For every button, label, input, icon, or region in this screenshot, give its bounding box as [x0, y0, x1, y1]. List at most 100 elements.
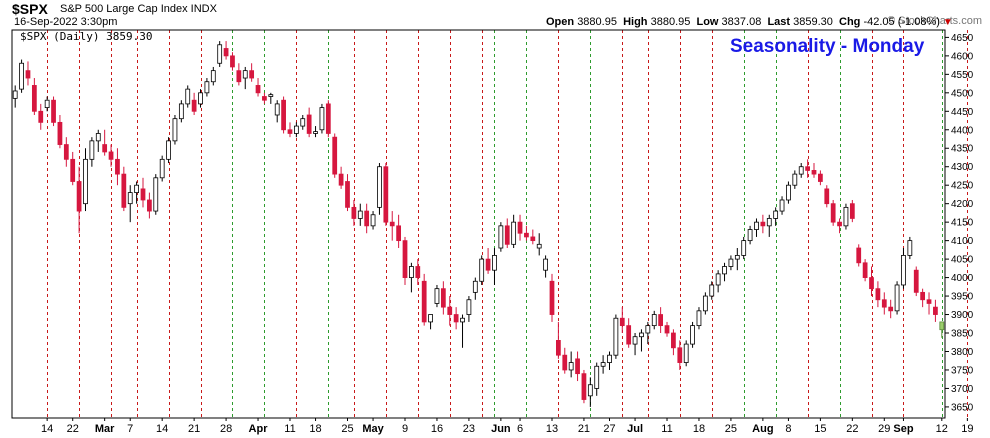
candle-body — [901, 255, 906, 286]
x-day-label: 12 — [936, 423, 948, 435]
x-month-label: Sep — [893, 423, 913, 435]
x-day-label: 21 — [188, 423, 200, 435]
candle-body — [204, 81, 210, 94]
candle-body — [639, 332, 644, 338]
chart-header: $SPX S&P 500 Large Cap Index INDX 16-Sep… — [0, 0, 990, 30]
candle-body — [31, 85, 37, 112]
high-value: 3880.95 — [650, 16, 691, 28]
candle-body — [875, 288, 881, 301]
candle-body — [581, 373, 587, 400]
candle-body — [511, 221, 517, 245]
y-tick-label: 3800 — [951, 347, 974, 358]
candle-body — [677, 347, 683, 363]
candle-body — [849, 203, 855, 219]
series-legend: $SPX (Daily) 3859.30 — [20, 30, 153, 43]
x-day-label: 7 — [127, 423, 133, 435]
candle-body — [869, 277, 874, 290]
candle-body — [651, 314, 657, 327]
candle-body — [249, 70, 255, 79]
candle-body — [926, 299, 932, 304]
candle-body — [389, 221, 395, 227]
x-month-label: Jun — [491, 423, 511, 435]
candle-body — [683, 343, 689, 363]
candle-body — [383, 166, 389, 223]
candle-body — [856, 247, 862, 264]
x-day-label: 19 — [961, 423, 973, 435]
last-value: 3859.30 — [793, 16, 833, 28]
x-day-label: 13 — [546, 423, 558, 435]
x-day-label: 22 — [67, 423, 79, 435]
candle-body — [460, 317, 465, 323]
candle-body — [728, 258, 734, 267]
chg-value: -42.05 (-1.08%) — [863, 16, 940, 28]
x-month-label: Mar — [95, 423, 115, 435]
x-month-label: Apr — [249, 423, 269, 435]
candle-body — [44, 99, 50, 109]
candle-body — [760, 221, 766, 227]
candle-body — [396, 225, 402, 242]
candle-body — [658, 314, 664, 327]
y-tick-label: 4600 — [951, 51, 974, 62]
y-tick-label: 4550 — [951, 70, 974, 81]
candle-body — [453, 314, 459, 323]
candle-body — [102, 144, 108, 153]
candle-body — [779, 199, 785, 212]
x-month-label: Aug — [752, 423, 773, 435]
candle-body — [479, 258, 485, 282]
candle-body — [766, 218, 772, 227]
candle-body — [824, 188, 830, 205]
candle-body — [485, 258, 491, 271]
candle-body — [409, 266, 414, 278]
x-day-label: 14 — [156, 423, 168, 435]
candle-body — [351, 206, 357, 219]
candle-body — [262, 96, 267, 101]
y-tick-label: 4250 — [951, 181, 974, 192]
candle-body — [907, 240, 913, 256]
y-tick-label: 4000 — [951, 273, 974, 284]
y-tick-label: 4650 — [951, 33, 974, 44]
x-day-label: 8 — [785, 423, 791, 435]
candle-body — [568, 362, 574, 371]
candle-body — [472, 280, 478, 293]
candle-body — [715, 273, 721, 286]
candle-body — [562, 354, 568, 371]
open-label: Open — [546, 16, 575, 28]
x-day-label: 25 — [725, 423, 737, 435]
candle-body — [319, 107, 325, 131]
candle-body — [530, 236, 536, 242]
candle-body — [185, 88, 191, 105]
y-tick-label: 4400 — [951, 125, 974, 136]
y-tick-label: 4350 — [951, 144, 974, 155]
y-tick-label: 3700 — [951, 384, 974, 395]
candle-body — [920, 291, 926, 301]
candle-body — [89, 140, 95, 160]
candle-body — [536, 243, 542, 249]
axes-layer: 3650 3700 3750 3800 3850 3900 3950 4000 4050 4100… — [11, 29, 974, 435]
candle-body — [626, 325, 632, 345]
candle-body — [70, 158, 76, 182]
candle-body — [747, 229, 753, 242]
candle-body — [12, 90, 18, 99]
date-label: 16-Sep-2022 3:30pm — [14, 16, 118, 28]
candle-body — [792, 173, 798, 186]
candle-body — [191, 99, 197, 112]
candle-body — [440, 288, 446, 308]
candle-body — [504, 225, 510, 245]
candle-body — [549, 280, 555, 315]
candle-body — [268, 94, 274, 97]
candle-body — [287, 129, 293, 134]
candle-body — [153, 177, 159, 212]
candle-body — [645, 325, 651, 334]
candle-body — [210, 70, 216, 83]
candle-body — [671, 332, 676, 349]
candle-body — [159, 158, 165, 179]
candle-body — [57, 121, 63, 145]
low-value: 3837.08 — [721, 16, 762, 28]
symbol-label: $SPX — [12, 1, 48, 17]
candle-body — [786, 184, 791, 201]
candle-body — [664, 325, 670, 334]
y-tick-label: 4200 — [951, 199, 974, 210]
x-day-label: 9 — [402, 423, 408, 435]
candle-body — [722, 266, 727, 275]
candle-body — [313, 131, 318, 134]
